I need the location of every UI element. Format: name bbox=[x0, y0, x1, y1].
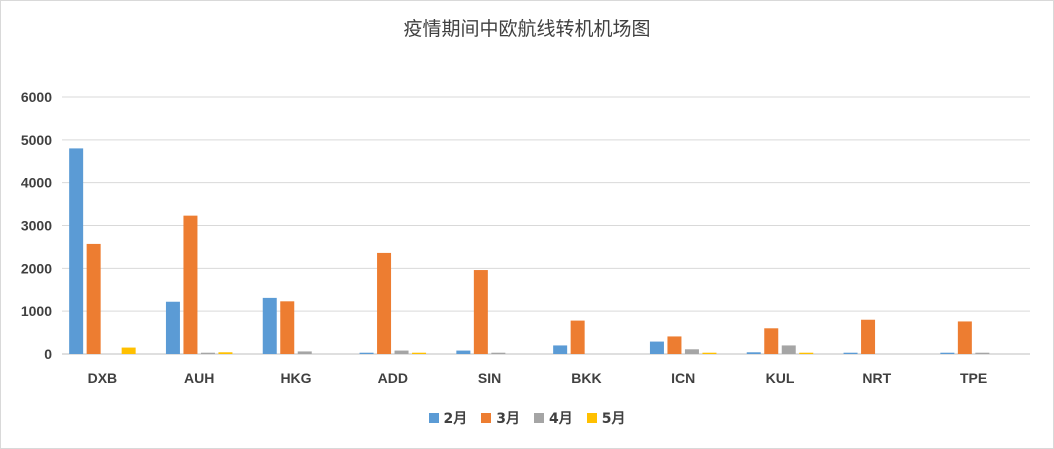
x-tick-label: ICN bbox=[671, 370, 695, 386]
x-tick-label: AUH bbox=[184, 370, 214, 386]
bar-kul-2m bbox=[746, 352, 761, 354]
bar-tpe-2m bbox=[940, 352, 955, 354]
bar-auh-5m bbox=[218, 352, 233, 354]
bar-bkk-2m bbox=[553, 345, 568, 354]
bar-icn-2m bbox=[649, 341, 664, 354]
bar-hkg-4m bbox=[297, 351, 312, 354]
chart-plot: 0 1000 2000 3000 4000 5000 6000 DXB AUH HKG ADD SIN… bbox=[21, 89, 1030, 386]
legend-label: 5月 bbox=[601, 411, 626, 427]
y-tick-label: 4000 bbox=[21, 175, 52, 191]
bar-dxb-3m bbox=[86, 243, 101, 354]
bar-sin-3m bbox=[473, 270, 488, 354]
bar-sin-4m bbox=[491, 352, 506, 354]
legend: 2月 3月 4月 5月 bbox=[0, 408, 1054, 428]
bar-auh-4m bbox=[200, 352, 215, 354]
bar-auh-2m bbox=[165, 301, 180, 354]
bar-kul-5m bbox=[799, 352, 814, 354]
legend-item: 2月 bbox=[428, 408, 468, 428]
y-tick-label: 5000 bbox=[21, 132, 52, 148]
bar-nrt-3m bbox=[861, 319, 876, 354]
x-tick-label: BKK bbox=[571, 370, 601, 386]
bar-sin-2m bbox=[456, 350, 471, 354]
x-tick-label: ADD bbox=[378, 370, 408, 386]
bar-nrt-2m bbox=[843, 352, 858, 354]
y-tick-label: 3000 bbox=[21, 218, 52, 234]
bar-bkk-3m bbox=[570, 320, 585, 354]
y-tick-label: 1000 bbox=[21, 303, 52, 319]
bar-hkg-3m bbox=[280, 301, 295, 354]
x-tick-label: HKG bbox=[280, 370, 311, 386]
y-tick-label: 0 bbox=[44, 346, 52, 362]
bar-dxb-2m bbox=[69, 148, 84, 354]
x-tick-label: SIN bbox=[478, 370, 501, 386]
bar-icn-4m bbox=[684, 349, 699, 354]
y-tick-label: 6000 bbox=[21, 89, 52, 105]
bar-add-4m bbox=[394, 350, 409, 354]
bar-tpe-3m bbox=[957, 321, 972, 354]
legend-item: 3月 bbox=[481, 408, 520, 428]
bar-add-5m bbox=[412, 352, 427, 354]
legend-item: 5月 bbox=[586, 408, 626, 428]
legend-swatch bbox=[586, 413, 597, 423]
bar-kul-4m bbox=[781, 345, 796, 354]
legend-swatch bbox=[428, 413, 439, 423]
bar-icn-5m bbox=[702, 352, 717, 354]
legend-item: 4月 bbox=[534, 408, 573, 428]
x-tick-label: KUL bbox=[766, 370, 795, 386]
chart-title: 疫情期间中欧航线转机机场图 bbox=[403, 18, 651, 40]
bar-dxb-5m bbox=[121, 347, 136, 354]
legend-label: 4月 bbox=[549, 411, 573, 427]
bar-tpe-4m bbox=[975, 352, 990, 354]
x-tick-label: NRT bbox=[862, 370, 891, 386]
x-tick-label: TPE bbox=[960, 370, 987, 386]
x-tick-label: DXB bbox=[88, 370, 118, 386]
bar-icn-3m bbox=[667, 336, 682, 354]
y-tick-label: 2000 bbox=[21, 260, 52, 276]
bar-auh-3m bbox=[183, 215, 198, 354]
bar-hkg-2m bbox=[262, 297, 277, 354]
bar-add-2m bbox=[359, 352, 374, 354]
bar-add-3m bbox=[377, 252, 392, 354]
legend-swatch bbox=[481, 413, 492, 423]
legend-swatch bbox=[534, 413, 544, 423]
legend-label: 2月 bbox=[443, 411, 468, 427]
bar-kul-3m bbox=[764, 328, 779, 354]
legend-label: 3月 bbox=[496, 411, 520, 427]
